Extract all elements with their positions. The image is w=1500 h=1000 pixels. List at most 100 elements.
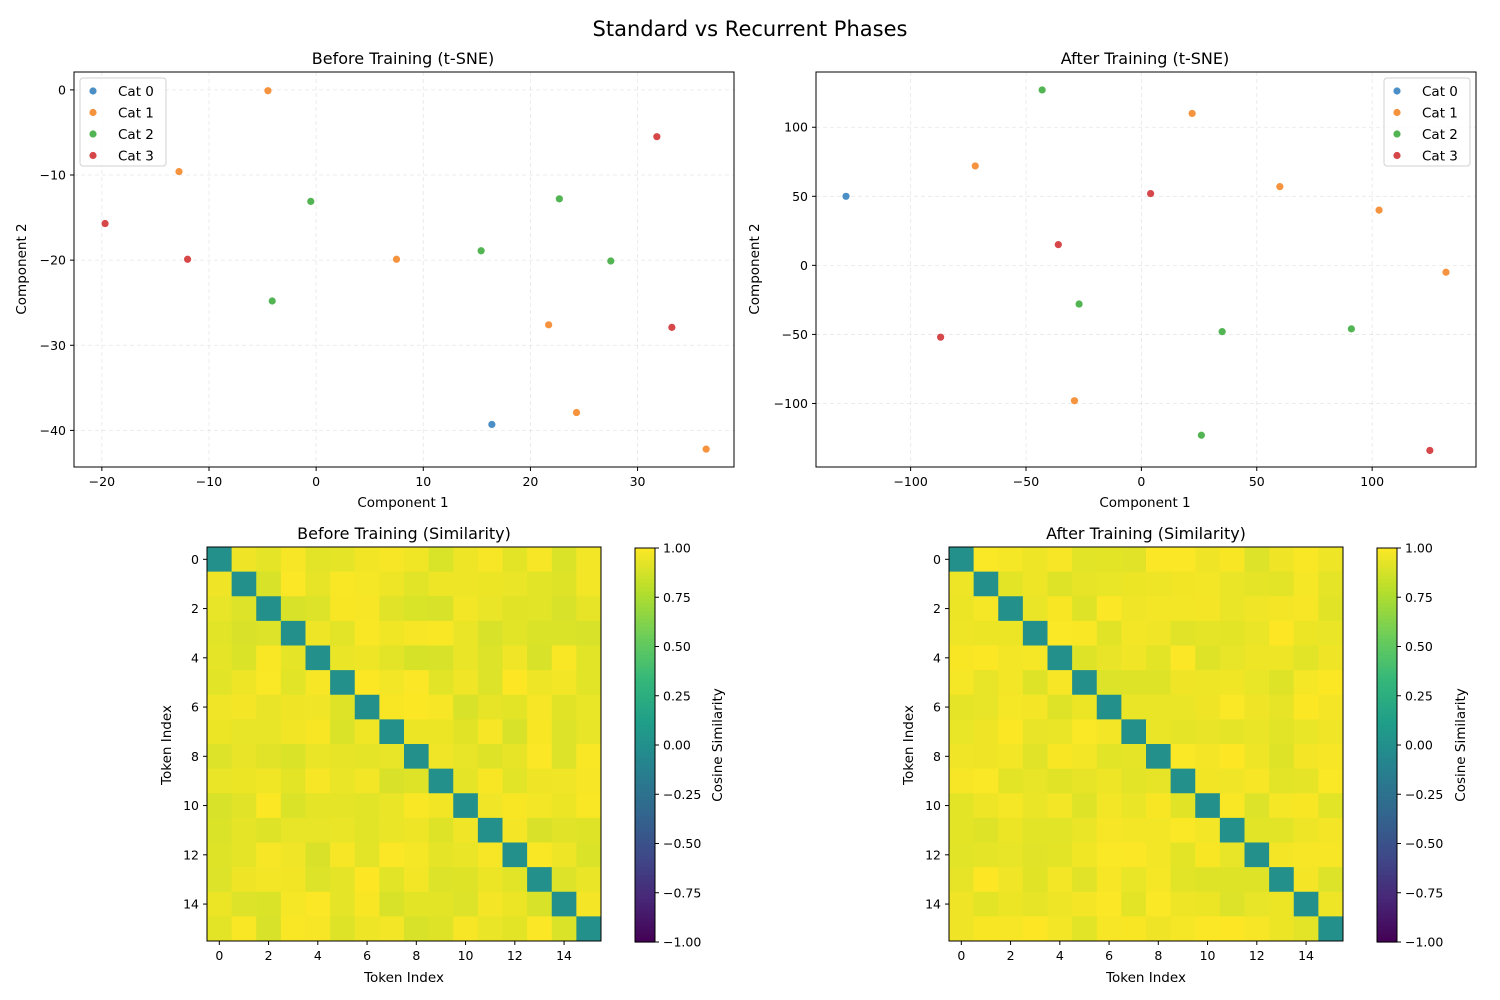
colorbar-segment bbox=[635, 914, 655, 919]
scatter-point bbox=[183, 255, 192, 263]
colorbar-segment bbox=[635, 689, 655, 695]
heatmap-cell bbox=[576, 547, 602, 573]
heatmap-cell bbox=[502, 793, 528, 819]
heatmap-cell bbox=[354, 842, 380, 868]
heatmap-cell bbox=[379, 694, 405, 720]
heatmap-cell bbox=[379, 793, 405, 819]
heatmap-cell bbox=[973, 842, 999, 868]
plot-frame bbox=[815, 71, 1477, 468]
y-tick-label: 0 bbox=[933, 552, 941, 567]
y-tick-label: 50 bbox=[792, 189, 808, 204]
heatmap-cell bbox=[1293, 547, 1319, 573]
heatmap-cell bbox=[551, 596, 577, 622]
colorbar-segment bbox=[635, 780, 655, 785]
colorbar-segment bbox=[635, 571, 655, 577]
heatmap-cell bbox=[949, 916, 975, 942]
colorbar-segment bbox=[635, 733, 655, 738]
heatmap-cell bbox=[973, 719, 999, 745]
heatmap-cell bbox=[1293, 670, 1319, 696]
colorbar-segment bbox=[1377, 875, 1397, 880]
heatmap-cell bbox=[330, 891, 356, 917]
heatmap-cell bbox=[453, 842, 479, 868]
heatmap-cell bbox=[330, 694, 356, 720]
heatmap-cell bbox=[1096, 916, 1122, 942]
heatmap-cell bbox=[1269, 596, 1295, 622]
colorbar-segment bbox=[635, 886, 655, 892]
colorbar-segment bbox=[1377, 898, 1397, 904]
heatmap-cell bbox=[1170, 620, 1196, 646]
colorbar-tick-label: −1.00 bbox=[1405, 935, 1443, 950]
heatmap-cell bbox=[379, 571, 405, 597]
heatmap-cell bbox=[1219, 719, 1245, 745]
colorbar-segment bbox=[635, 827, 655, 833]
heatmap-cell bbox=[502, 596, 528, 622]
colorbar-segment bbox=[1377, 618, 1397, 624]
heatmap-cell bbox=[1195, 571, 1221, 597]
heatmap-cell bbox=[207, 547, 233, 573]
heatmap-cell bbox=[973, 891, 999, 917]
y-axis-label: Component 2 bbox=[14, 223, 30, 314]
colorbar-segment bbox=[635, 863, 655, 868]
heatmap-cell bbox=[502, 571, 528, 597]
heatmap-cell bbox=[1096, 596, 1122, 622]
heatmap-cell bbox=[404, 768, 430, 794]
scatter-point bbox=[1375, 206, 1383, 214]
colorbar-segment bbox=[635, 792, 655, 797]
heatmap-cell bbox=[1269, 645, 1295, 671]
heatmap-cell bbox=[1269, 547, 1295, 573]
y-tick-label: 0 bbox=[58, 82, 66, 97]
heatmap-cell bbox=[502, 867, 528, 893]
heatmap-cell bbox=[1072, 670, 1098, 696]
colorbar-segment bbox=[635, 938, 655, 943]
heatmap-cell bbox=[453, 867, 479, 893]
colorbar-segment bbox=[1377, 922, 1397, 927]
heatmap-cell bbox=[1293, 719, 1319, 745]
colorbar-segment bbox=[1377, 815, 1397, 821]
colorbar-segment bbox=[635, 579, 655, 585]
colorbar-segment bbox=[635, 603, 655, 608]
heatmap-cell bbox=[477, 596, 503, 622]
scatter-point bbox=[653, 133, 661, 141]
y-axis-label: Component 2 bbox=[747, 223, 763, 314]
colorbar-segment bbox=[1377, 796, 1397, 801]
colorbar-segment bbox=[635, 768, 655, 774]
heatmap-cell bbox=[1318, 793, 1344, 819]
heatmap-cell bbox=[1096, 768, 1122, 794]
colorbar-segment bbox=[635, 713, 655, 719]
heatmap-cell bbox=[280, 793, 306, 819]
colorbar-segment bbox=[1377, 745, 1397, 750]
heatmap-cell bbox=[477, 793, 503, 819]
heatmap-cell bbox=[404, 620, 430, 646]
heatmap-cell bbox=[231, 596, 257, 622]
colorbar-segment bbox=[1377, 906, 1397, 912]
heatmap-cell bbox=[280, 867, 306, 893]
colorbar-segment bbox=[635, 611, 655, 616]
colorbar-segment bbox=[1377, 764, 1397, 770]
colorbar-segment bbox=[1377, 780, 1397, 785]
heatmap-cell bbox=[973, 620, 999, 646]
heatmap-cell bbox=[256, 596, 282, 622]
heatmap-cell bbox=[1170, 719, 1196, 745]
heatmap-cell bbox=[576, 596, 602, 622]
heatmap-cell bbox=[1047, 916, 1073, 942]
colorbar-segment bbox=[1377, 555, 1397, 561]
heatmap-cell bbox=[1195, 744, 1221, 770]
heatmap-cell bbox=[231, 645, 257, 671]
heatmap-cell bbox=[1047, 694, 1073, 720]
x-tick-label: 0 bbox=[312, 474, 320, 489]
x-axis-label: Token Index bbox=[1105, 970, 1186, 986]
colorbar-segment bbox=[635, 867, 655, 872]
x-tick-label: 20 bbox=[522, 474, 538, 489]
heatmap-cell bbox=[1146, 867, 1172, 893]
heatmap-cell bbox=[231, 744, 257, 770]
x-tick-label: 12 bbox=[507, 948, 523, 963]
heatmap-cell bbox=[1121, 719, 1147, 745]
heatmap-cell bbox=[1072, 916, 1098, 942]
heatmap-cell bbox=[1072, 817, 1098, 843]
heatmap-cell bbox=[330, 571, 356, 597]
colorbar-segment bbox=[1377, 882, 1397, 888]
heatmap-cell bbox=[379, 867, 405, 893]
heatmap-cell bbox=[1121, 571, 1147, 597]
heatmap-cell bbox=[576, 768, 602, 794]
